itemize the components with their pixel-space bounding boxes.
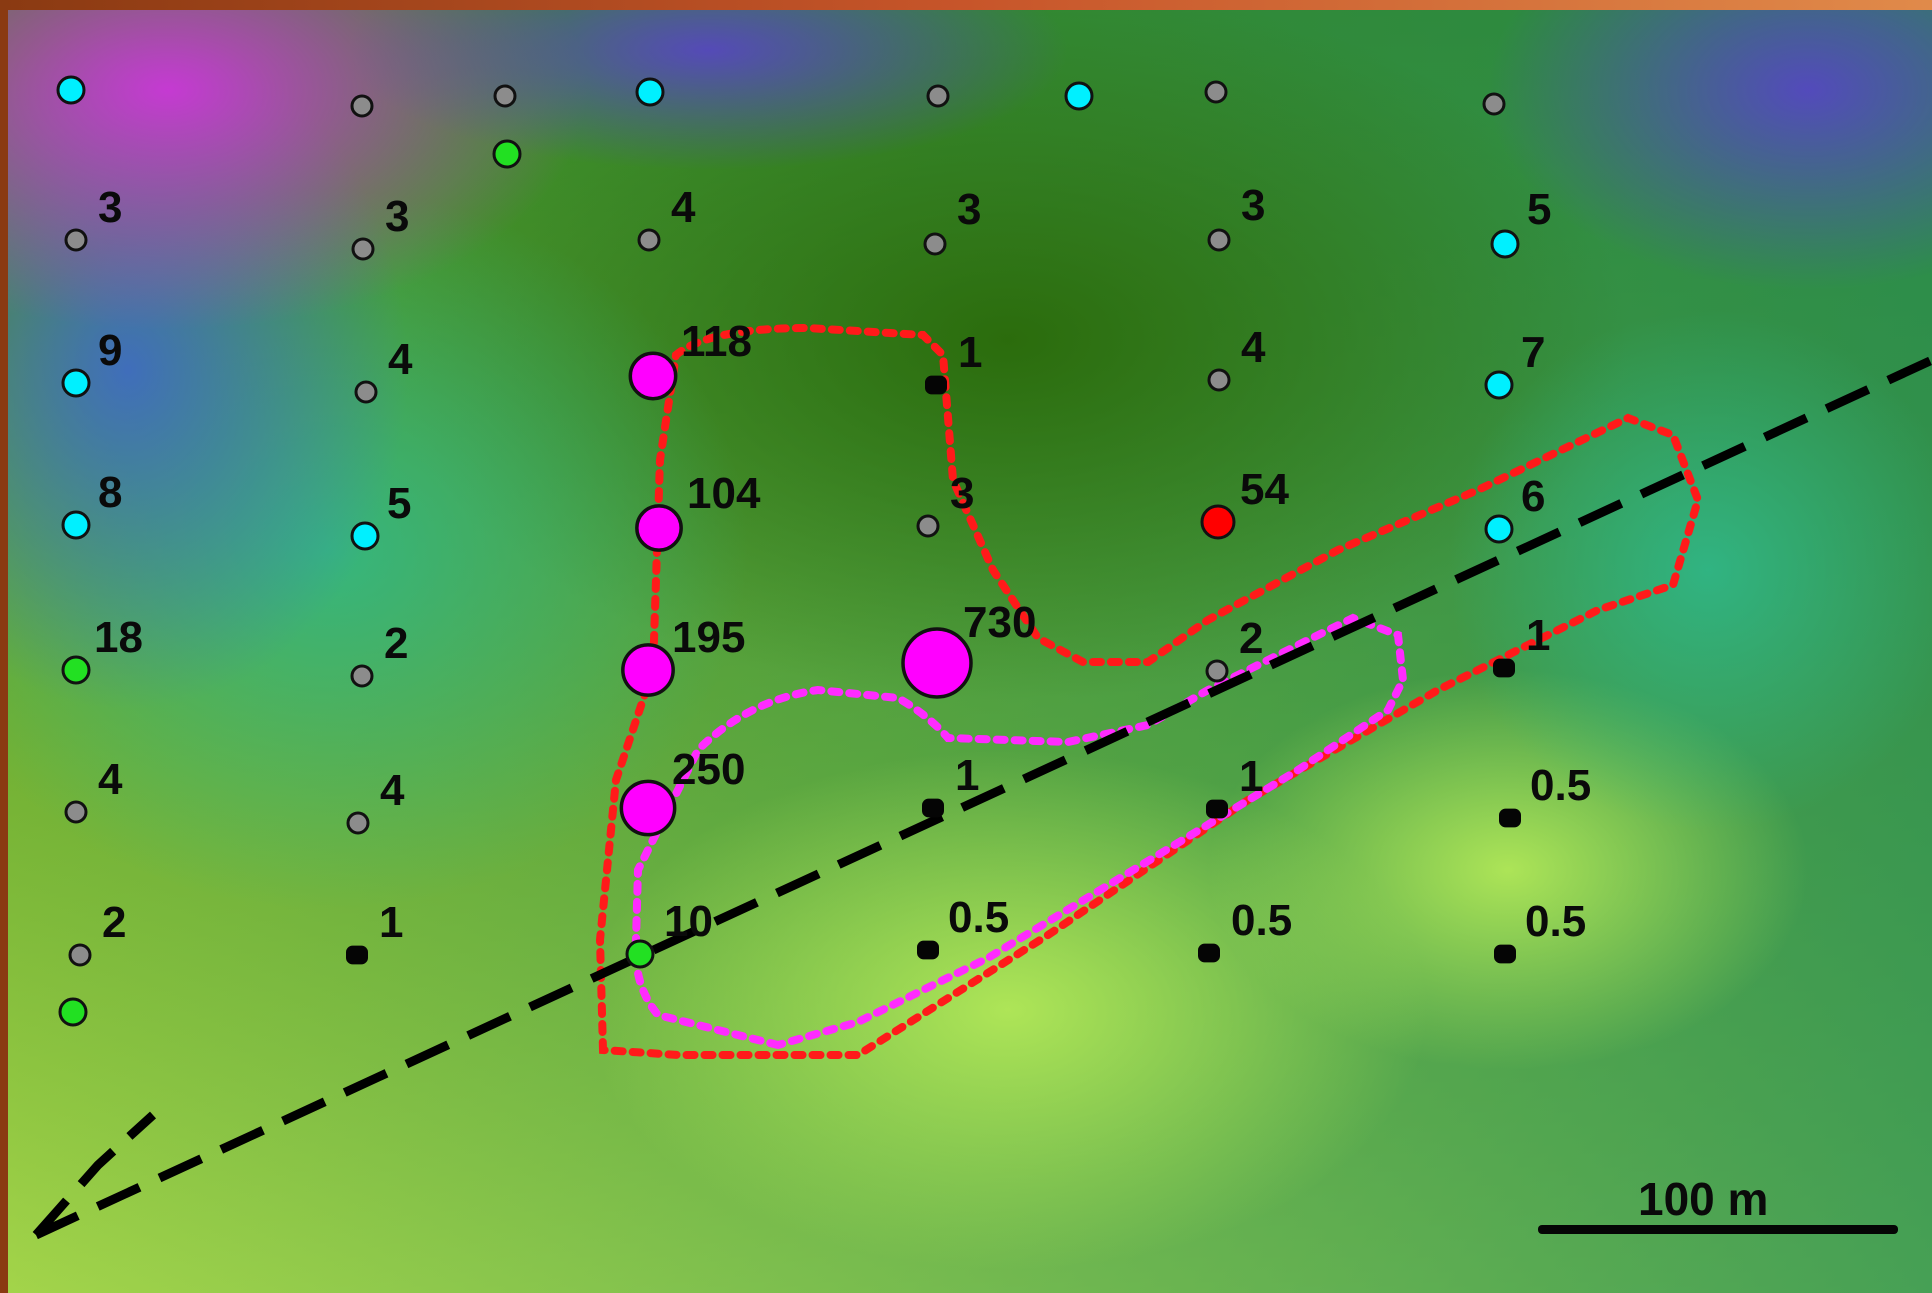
sample-value-label: 5 — [1527, 185, 1551, 234]
sample-value-label: 104 — [687, 469, 761, 518]
sample-marker-gray[interactable] — [926, 84, 950, 108]
sample-marker-magenta[interactable] — [628, 351, 678, 401]
sample-marker-cyan[interactable] — [1484, 514, 1514, 544]
sample-marker-magenta[interactable] — [635, 504, 683, 552]
sample-marker-gray[interactable] — [68, 943, 92, 967]
map-canvas[interactable]: 100 m 3 3 4 3 3 59 4 118 1 4 78 5 104 3 54 618 2 195 730 2 1… — [8, 10, 1932, 1293]
sample-value-label: 0.5 — [1530, 761, 1591, 810]
scale-bar: 100 m — [1538, 1173, 1898, 1234]
sample-marker-gray[interactable] — [1207, 368, 1231, 392]
sample-marker-gray[interactable] — [916, 514, 940, 538]
sample-value-label: 4 — [98, 755, 123, 804]
sample-marker-red[interactable] — [1200, 504, 1236, 540]
red-contour — [595, 323, 1703, 1059]
sample-marker-gray[interactable] — [493, 84, 517, 108]
sample-value-label: 2 — [384, 619, 408, 668]
sample-value-label: 5 — [387, 479, 411, 528]
sample-points: 3 3 4 3 3 5 9 4 118 1 4 7 8 5 104 3 54 6 18 2 195 730 2 1 4 4 250 1… — [56, 75, 1591, 1027]
sample-value-label: 0.5 — [1231, 896, 1292, 945]
sample-marker-cyan[interactable] — [1064, 81, 1094, 111]
sample-value-label: 0.5 — [1525, 897, 1586, 946]
sample-value-label: 250 — [672, 745, 745, 794]
sample-marker-gray[interactable] — [351, 237, 375, 261]
sample-value-label: 7 — [1521, 328, 1545, 377]
sample-value-label: 195 — [672, 613, 745, 662]
sample-marker-gray[interactable] — [923, 232, 947, 256]
sample-marker-magenta[interactable] — [619, 779, 677, 837]
sample-marker-green[interactable] — [58, 997, 88, 1027]
sample-marker-gray[interactable] — [1204, 80, 1228, 104]
sample-marker-gray[interactable] — [350, 664, 374, 688]
sample-value-label: 6 — [1521, 472, 1545, 521]
sample-marker-cyan[interactable] — [350, 521, 380, 551]
sample-marker-cyan[interactable] — [56, 75, 86, 105]
sample-marker-black[interactable] — [922, 798, 944, 818]
sample-value-label: 3 — [1241, 181, 1265, 230]
sample-value-label: 18 — [94, 613, 143, 662]
sample-value-label: 3 — [385, 192, 409, 241]
sample-marker-cyan[interactable] — [635, 77, 665, 107]
sample-value-label: 730 — [963, 598, 1036, 647]
sample-value-label: 3 — [98, 183, 122, 232]
sample-marker-gray[interactable] — [1207, 228, 1231, 252]
sample-marker-gray[interactable] — [346, 811, 370, 835]
sample-value-label: 54 — [1240, 465, 1289, 514]
sample-marker-green[interactable] — [625, 939, 655, 969]
fault-line-lower — [32, 1111, 157, 1238]
sample-value-label: 3 — [950, 469, 974, 518]
sample-marker-cyan[interactable] — [61, 510, 91, 540]
sample-marker-gray[interactable] — [64, 800, 88, 824]
sample-marker-black[interactable] — [1493, 658, 1515, 678]
sample-marker-black[interactable] — [917, 940, 939, 960]
sample-value-label: 1 — [379, 898, 403, 947]
sample-value-label: 3 — [957, 185, 981, 234]
sample-value-label: 1 — [1526, 611, 1550, 660]
sample-marker-gray[interactable] — [350, 94, 374, 118]
sample-marker-gray[interactable] — [1205, 659, 1229, 683]
sample-marker-green[interactable] — [492, 139, 522, 169]
sample-value-label: 1 — [958, 328, 982, 377]
sample-marker-gray[interactable] — [637, 228, 661, 252]
sample-value-label: 2 — [102, 898, 126, 947]
sample-value-label: 9 — [98, 326, 122, 375]
sample-marker-green[interactable] — [61, 655, 91, 685]
sample-marker-cyan[interactable] — [1490, 229, 1520, 259]
sample-value-label: 4 — [380, 766, 405, 815]
sample-marker-black[interactable] — [1198, 943, 1220, 963]
sample-value-label: 1 — [955, 751, 979, 800]
sample-marker-magenta[interactable] — [901, 627, 973, 699]
scale-bar-label: 100 m — [1638, 1173, 1768, 1225]
sample-marker-cyan[interactable] — [1484, 370, 1514, 400]
fault-line — [34, 355, 1932, 1240]
sample-marker-black[interactable] — [1206, 799, 1228, 819]
sample-marker-black[interactable] — [1494, 944, 1516, 964]
sample-value-label: 8 — [98, 468, 122, 517]
sample-marker-black[interactable] — [1499, 808, 1521, 828]
sample-marker-gray[interactable] — [64, 228, 88, 252]
sample-marker-cyan[interactable] — [61, 368, 91, 398]
sample-marker-gray[interactable] — [354, 380, 378, 404]
sample-marker-black[interactable] — [346, 945, 368, 965]
sample-value-label: 4 — [1241, 323, 1266, 372]
sample-marker-gray[interactable] — [1482, 92, 1506, 116]
sample-value-label: 10 — [664, 897, 713, 946]
scale-bar-line — [1538, 1225, 1898, 1234]
sample-value-label: 4 — [671, 183, 696, 232]
sample-marker-black[interactable] — [925, 375, 947, 395]
sample-marker-magenta[interactable] — [621, 643, 675, 697]
sample-value-label: 1 — [1239, 752, 1263, 801]
sample-value-label: 118 — [681, 317, 752, 366]
sample-value-label: 0.5 — [948, 893, 1009, 942]
sample-value-label: 4 — [388, 335, 413, 384]
sample-value-label: 2 — [1239, 614, 1263, 663]
